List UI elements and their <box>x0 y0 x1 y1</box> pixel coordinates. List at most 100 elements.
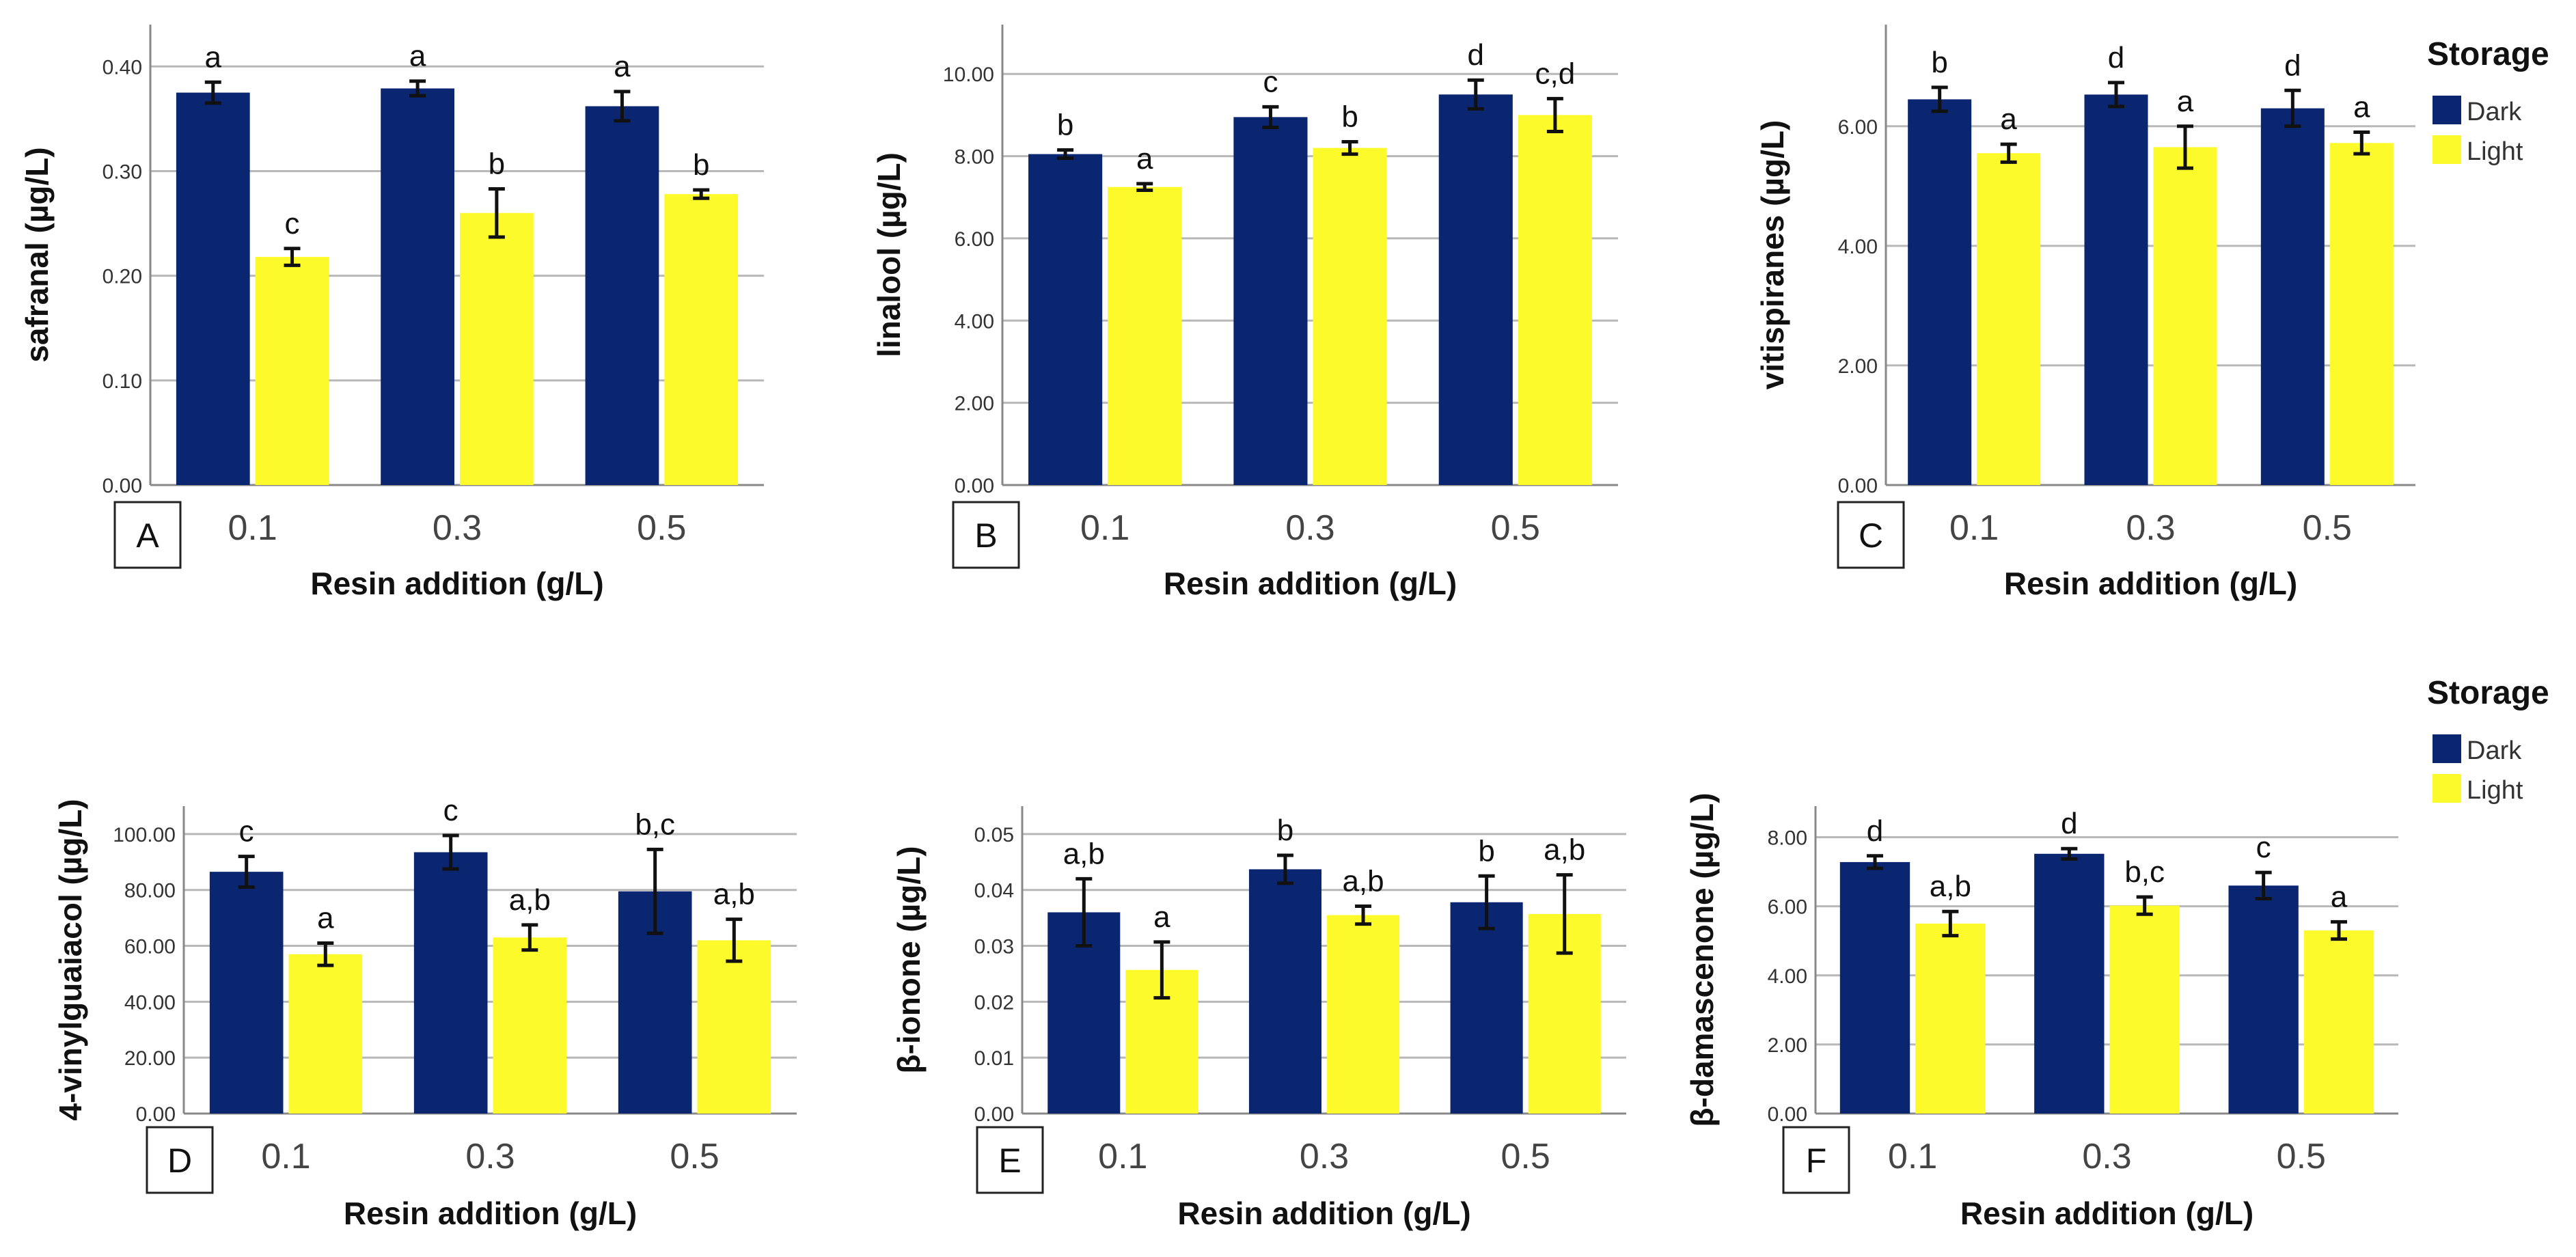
bar-light <box>1518 115 1592 486</box>
legend: Storage Dark Light <box>2427 36 2549 166</box>
y-tick-label: 0.01 <box>974 1047 1014 1070</box>
x-tick-label: 0.3 <box>2082 1137 2131 1176</box>
error-bar <box>238 855 255 889</box>
significance-letter: a,b <box>1063 837 1105 870</box>
panel-label: F <box>1806 1142 1827 1180</box>
y-tick-label: 0.05 <box>974 824 1014 846</box>
bar-dark <box>2260 108 2325 485</box>
bar-dark <box>1248 869 1321 1114</box>
legend-label: Light <box>2467 137 2523 166</box>
x-tick-label: 0.5 <box>670 1137 719 1176</box>
y-axis-title: β-ionone (µg/L) <box>891 846 927 1073</box>
y-axis-title: safranal (µg/L) <box>19 147 55 362</box>
chart-panel-e: 0.00 0.01 0.02 0.03 0.04 0.05 0.1 a,b a 0.3 b a,b 0.… <box>891 806 1626 1231</box>
x-axis-title: Resin addition (g/L) <box>1177 1196 1470 1231</box>
bar-dark <box>1233 117 1308 485</box>
x-tick-label: 0.1 <box>1949 508 1999 548</box>
bar-dark <box>381 88 454 485</box>
error-bar <box>1153 940 1170 1000</box>
y-tick-label: 10.00 <box>943 64 994 86</box>
error-bar <box>488 187 505 239</box>
x-tick-label: 0.5 <box>1491 508 1540 548</box>
x-tick-label: 0.5 <box>1501 1137 1550 1176</box>
bar-light <box>1108 187 1182 485</box>
significance-letter: c,d <box>1535 57 1576 90</box>
x-axis-title: Resin addition (g/L) <box>344 1196 637 1231</box>
bar-dark <box>585 106 659 485</box>
legend-swatch-light <box>2433 135 2461 164</box>
panel-label: D <box>167 1142 192 1180</box>
significance-letter: a <box>409 40 426 73</box>
y-tick-label: 0.10 <box>102 370 142 393</box>
error-bar <box>614 89 631 123</box>
significance-letter: b,c <box>635 807 675 841</box>
panel-label-box <box>146 1126 214 1194</box>
error-bar <box>2061 846 2078 861</box>
panel-label: C <box>1859 516 1883 555</box>
bar-light <box>1313 148 1387 486</box>
error-bar <box>2284 88 2301 128</box>
significance-letter: a <box>317 901 334 935</box>
y-tick-label: 2.00 <box>955 393 994 415</box>
significance-letter: b <box>1277 814 1293 847</box>
y-tick-label: 2.00 <box>1768 1034 1807 1057</box>
bar-light <box>2303 930 2374 1114</box>
significance-letter: c <box>239 815 254 848</box>
bar-dark <box>413 852 488 1114</box>
y-tick-label: 6.00 <box>1838 116 1878 139</box>
bar-light <box>2153 147 2217 485</box>
legend: Storage Dark Light <box>2427 675 2549 805</box>
significance-letter: d <box>2108 41 2124 74</box>
legend-swatch-dark <box>2433 96 2461 124</box>
significance-letter: a <box>614 50 631 83</box>
bar-light <box>288 954 363 1114</box>
x-tick-label: 0.1 <box>228 508 277 548</box>
y-tick-label: 0.00 <box>1768 1103 1807 1126</box>
error-bar <box>1931 85 1948 113</box>
bar-light <box>1977 153 2041 485</box>
y-tick-label: 6.00 <box>1768 896 1807 919</box>
y-axis-title: 4-vinylguaiacol (µg/L) <box>53 799 88 1120</box>
y-axis-title: linalool (µg/L) <box>871 152 907 357</box>
panel-label: A <box>136 516 159 555</box>
error-bar <box>204 80 221 105</box>
panel-label-box <box>113 501 182 569</box>
error-bar <box>2136 895 2153 916</box>
significance-letter: a <box>2331 880 2348 913</box>
x-tick-label: 0.1 <box>261 1137 310 1176</box>
error-bar <box>521 923 538 952</box>
error-bar <box>1136 182 1153 193</box>
x-tick-label: 0.3 <box>1285 508 1334 548</box>
significance-letter: d <box>1867 814 1883 848</box>
y-tick-label: 8.00 <box>955 146 994 169</box>
legend-label: Dark <box>2467 98 2522 126</box>
y-tick-label: 0.00 <box>136 1103 176 1126</box>
bar-dark <box>1908 99 1972 485</box>
error-bar <box>2331 920 2348 941</box>
y-tick-label: 0.04 <box>974 880 1014 902</box>
y-tick-label: 4.00 <box>1768 965 1807 988</box>
error-bar <box>1478 874 1495 930</box>
bar-dark <box>2084 94 2148 486</box>
y-axis-title: β-damascenone (µg/L) <box>1684 792 1720 1127</box>
error-bar <box>1262 105 1279 129</box>
significance-letter: c <box>443 794 458 827</box>
error-bar <box>1075 876 1093 948</box>
chart-panel-c: 0.00 2.00 4.00 6.00 0.1 b a 0.3 d a 0.5 d a Resin add… <box>1755 25 2415 601</box>
significance-letter: a,b <box>1342 864 1384 898</box>
chart-panel-a: 0.00 0.10 0.20 0.30 0.40 0.1 a c 0.3 a b 0.5 a b Resin… <box>19 25 764 601</box>
error-bar <box>1057 148 1074 161</box>
bar-dark <box>1028 154 1103 485</box>
significance-letter: a <box>2000 102 2017 136</box>
x-axis-title: Resin addition (g/L) <box>310 566 603 601</box>
error-bar <box>726 917 743 963</box>
bar-light <box>664 194 739 485</box>
y-tick-label: 0.40 <box>102 56 142 79</box>
significance-letter: a,b <box>509 883 551 917</box>
error-bar <box>1866 854 1883 870</box>
x-tick-label: 0.3 <box>2126 508 2175 548</box>
y-tick-label: 0.00 <box>102 475 142 497</box>
y-tick-label: 0.03 <box>974 936 1014 958</box>
error-bar <box>2255 870 2272 901</box>
